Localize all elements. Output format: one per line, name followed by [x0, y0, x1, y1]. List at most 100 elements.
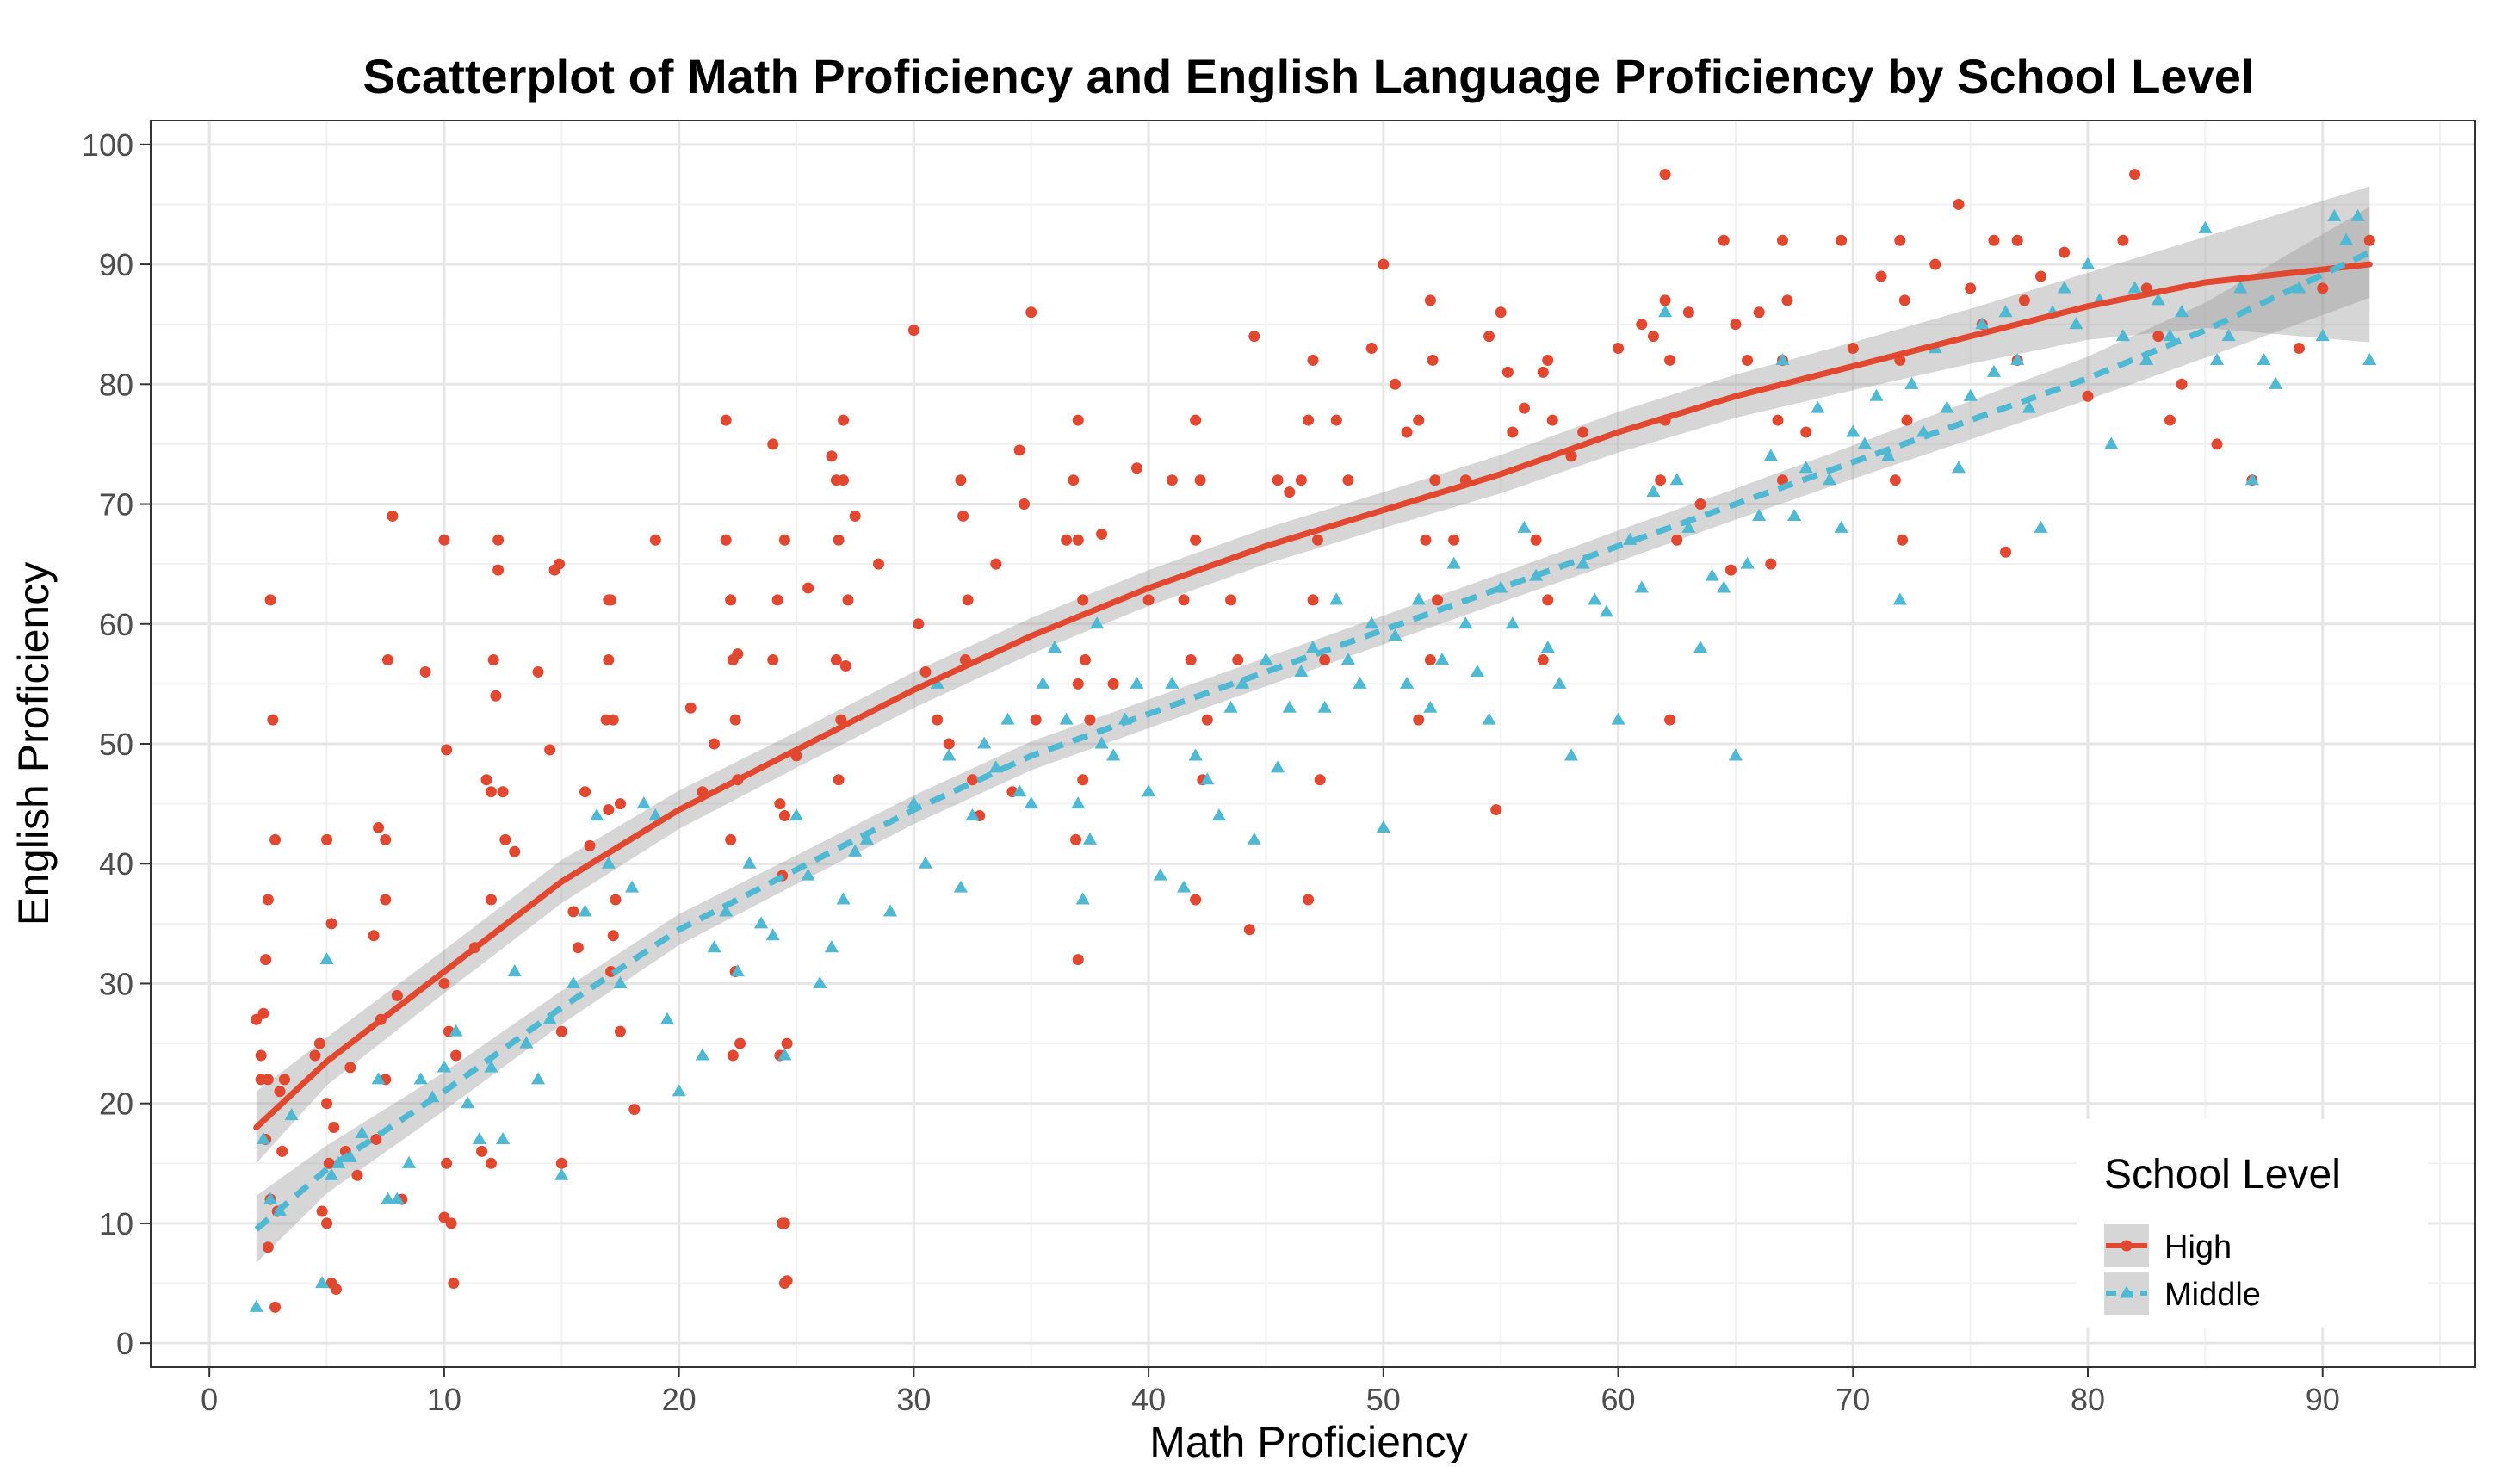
point-middle [1940, 400, 1954, 413]
point-high [257, 1007, 269, 1019]
point-middle [1588, 592, 1602, 605]
point-high [932, 714, 944, 726]
legend-key-marker [2119, 1285, 2134, 1298]
point-middle [519, 1036, 534, 1049]
point-middle [2257, 352, 2271, 365]
point-middle [742, 856, 757, 869]
point-high [1501, 366, 1514, 378]
point-middle [263, 1192, 278, 1204]
point-high [260, 954, 272, 966]
point-middle [2080, 257, 2096, 269]
point-high [1424, 654, 1436, 666]
point-high [1190, 894, 1202, 906]
legend-title: School Level [2104, 1152, 2341, 1198]
point-high [321, 1217, 333, 1229]
point-high [720, 534, 732, 546]
y-tick-label: 100 [82, 127, 133, 163]
point-high [1613, 343, 1625, 355]
point-high [572, 942, 584, 954]
point-middle [719, 904, 734, 917]
point-high [771, 594, 783, 606]
point-middle [1294, 664, 1309, 677]
point-high [276, 1145, 288, 1157]
point-high [684, 702, 697, 714]
y-tick-label: 0 [116, 1326, 133, 1361]
point-middle [1693, 641, 1708, 653]
trend-lines [253, 249, 2373, 1232]
point-high [732, 648, 744, 660]
point-high [1427, 354, 1439, 366]
point-high [725, 833, 737, 845]
point-high [2082, 390, 2094, 402]
point-high [1330, 414, 1342, 426]
point-middle [1763, 449, 1778, 461]
point-middle [1388, 628, 1402, 641]
point-high [778, 534, 790, 546]
point-high [309, 1049, 321, 1062]
point-middle [1881, 449, 1896, 461]
point-high [485, 786, 497, 798]
point-high [267, 714, 279, 726]
point-high [1889, 474, 1901, 486]
point-high [316, 1205, 328, 1217]
point-high [313, 1037, 325, 1049]
point-middle [2139, 352, 2154, 365]
point-high [838, 474, 850, 486]
point-high [777, 1217, 789, 1229]
point-high [2011, 234, 2023, 246]
point-high [802, 582, 814, 594]
confidence-ribbon-middle [256, 207, 2370, 1263]
x-tick-label: 50 [1366, 1382, 1401, 1417]
point-high [603, 654, 615, 666]
point-middle [1552, 676, 1567, 689]
y-tick-label: 70 [99, 487, 133, 523]
point-middle [1482, 712, 1496, 725]
point-high [649, 534, 661, 546]
point-high [2293, 343, 2305, 355]
point-high [1190, 414, 1202, 426]
point-middle [1376, 820, 1390, 833]
x-tick-label: 80 [2071, 1382, 2105, 1417]
point-middle [284, 1108, 299, 1121]
point-middle [2269, 376, 2283, 389]
y-tick-label: 80 [99, 367, 133, 402]
x-tick-label: 30 [896, 1382, 931, 1417]
point-high [370, 1133, 382, 1145]
point-middle [1975, 317, 1990, 330]
point-high [381, 654, 393, 666]
legend-entry-high: High [2104, 1224, 2232, 1267]
point-high [1776, 474, 1788, 486]
point-middle [554, 1167, 569, 1180]
point-middle [1012, 784, 1027, 797]
point-high [1378, 258, 1390, 270]
point-high [913, 618, 925, 630]
point-middle [2338, 232, 2354, 245]
point-high [943, 738, 955, 750]
point-middle [765, 928, 780, 941]
x-tick-label: 70 [1836, 1382, 1870, 1417]
point-middle [1834, 520, 1848, 533]
point-high [603, 804, 615, 816]
point-middle [1365, 616, 1379, 629]
point-middle [1082, 832, 1097, 845]
point-middle [1200, 772, 1215, 785]
point-high [262, 1241, 274, 1253]
point-middle [1963, 388, 1978, 401]
point-high [2129, 169, 2141, 181]
point-middle [1259, 653, 1273, 665]
legend-label: Middle [2164, 1277, 2261, 1313]
point-middle [401, 1155, 417, 1168]
point-high [767, 654, 779, 666]
point-middle [2115, 329, 2130, 342]
point-high [1988, 234, 2000, 246]
legend: School Level High Middle [2077, 1119, 2428, 1328]
point-high [2152, 331, 2164, 343]
point-middle [707, 940, 721, 953]
point-high [1248, 331, 1260, 343]
point-middle [2221, 329, 2236, 342]
point-high [2034, 270, 2046, 282]
point-high [584, 839, 596, 851]
point-middle [801, 868, 815, 881]
point-high [1243, 924, 1255, 936]
